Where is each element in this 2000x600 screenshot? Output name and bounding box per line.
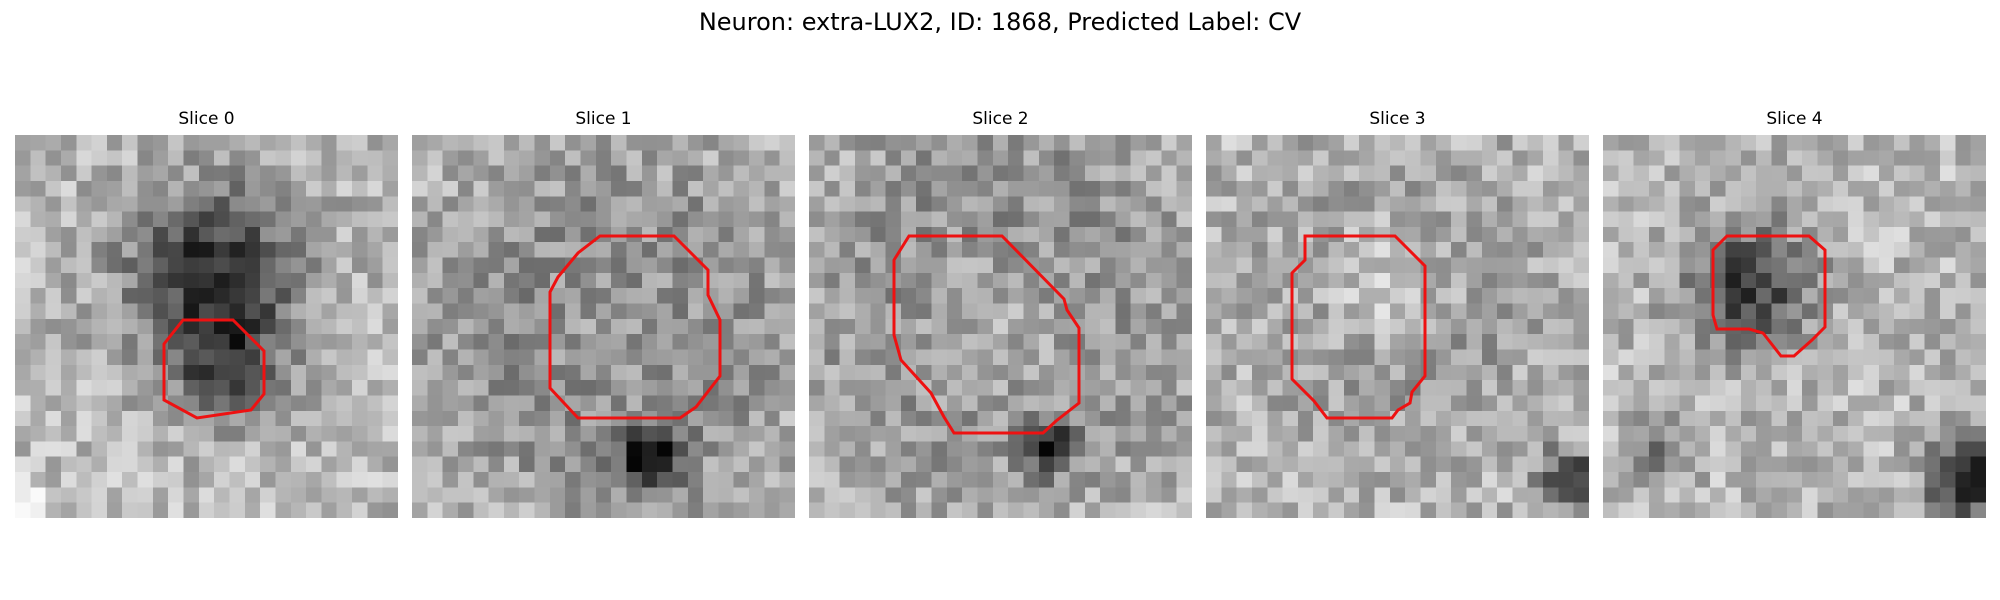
microscopy-image	[1206, 135, 1589, 518]
slice-image-3	[1206, 135, 1589, 518]
microscopy-image	[15, 135, 398, 518]
microscopy-image	[412, 135, 795, 518]
microscopy-image	[1603, 135, 1986, 518]
slice-panel-2: Slice 2	[809, 108, 1192, 518]
slice-panel-3: Slice 3	[1206, 108, 1589, 518]
slice-title: Slice 1	[575, 109, 632, 129]
roi-contour	[1711, 234, 1827, 358]
slice-image-4	[1603, 135, 1986, 518]
slice-title: Slice 0	[178, 109, 235, 129]
microscopy-image	[809, 135, 1192, 518]
slice-image-2	[809, 135, 1192, 518]
roi-contour	[162, 318, 266, 420]
slice-panel-4: Slice 4	[1603, 108, 1986, 518]
slice-title: Slice 2	[972, 109, 1029, 129]
roi-contour	[1290, 234, 1427, 420]
slice-panel-0: Slice 0	[15, 108, 398, 518]
slice-image-0	[15, 135, 398, 518]
figure-title: Neuron: extra-LUX2, ID: 1868, Predicted …	[698, 8, 1302, 36]
slice-title: Slice 3	[1369, 109, 1426, 129]
roi-contour	[892, 234, 1081, 435]
roi-contour	[548, 234, 722, 420]
slice-image-1	[412, 135, 795, 518]
slice-panel-1: Slice 1	[412, 108, 795, 518]
slice-title: Slice 4	[1766, 109, 1823, 129]
